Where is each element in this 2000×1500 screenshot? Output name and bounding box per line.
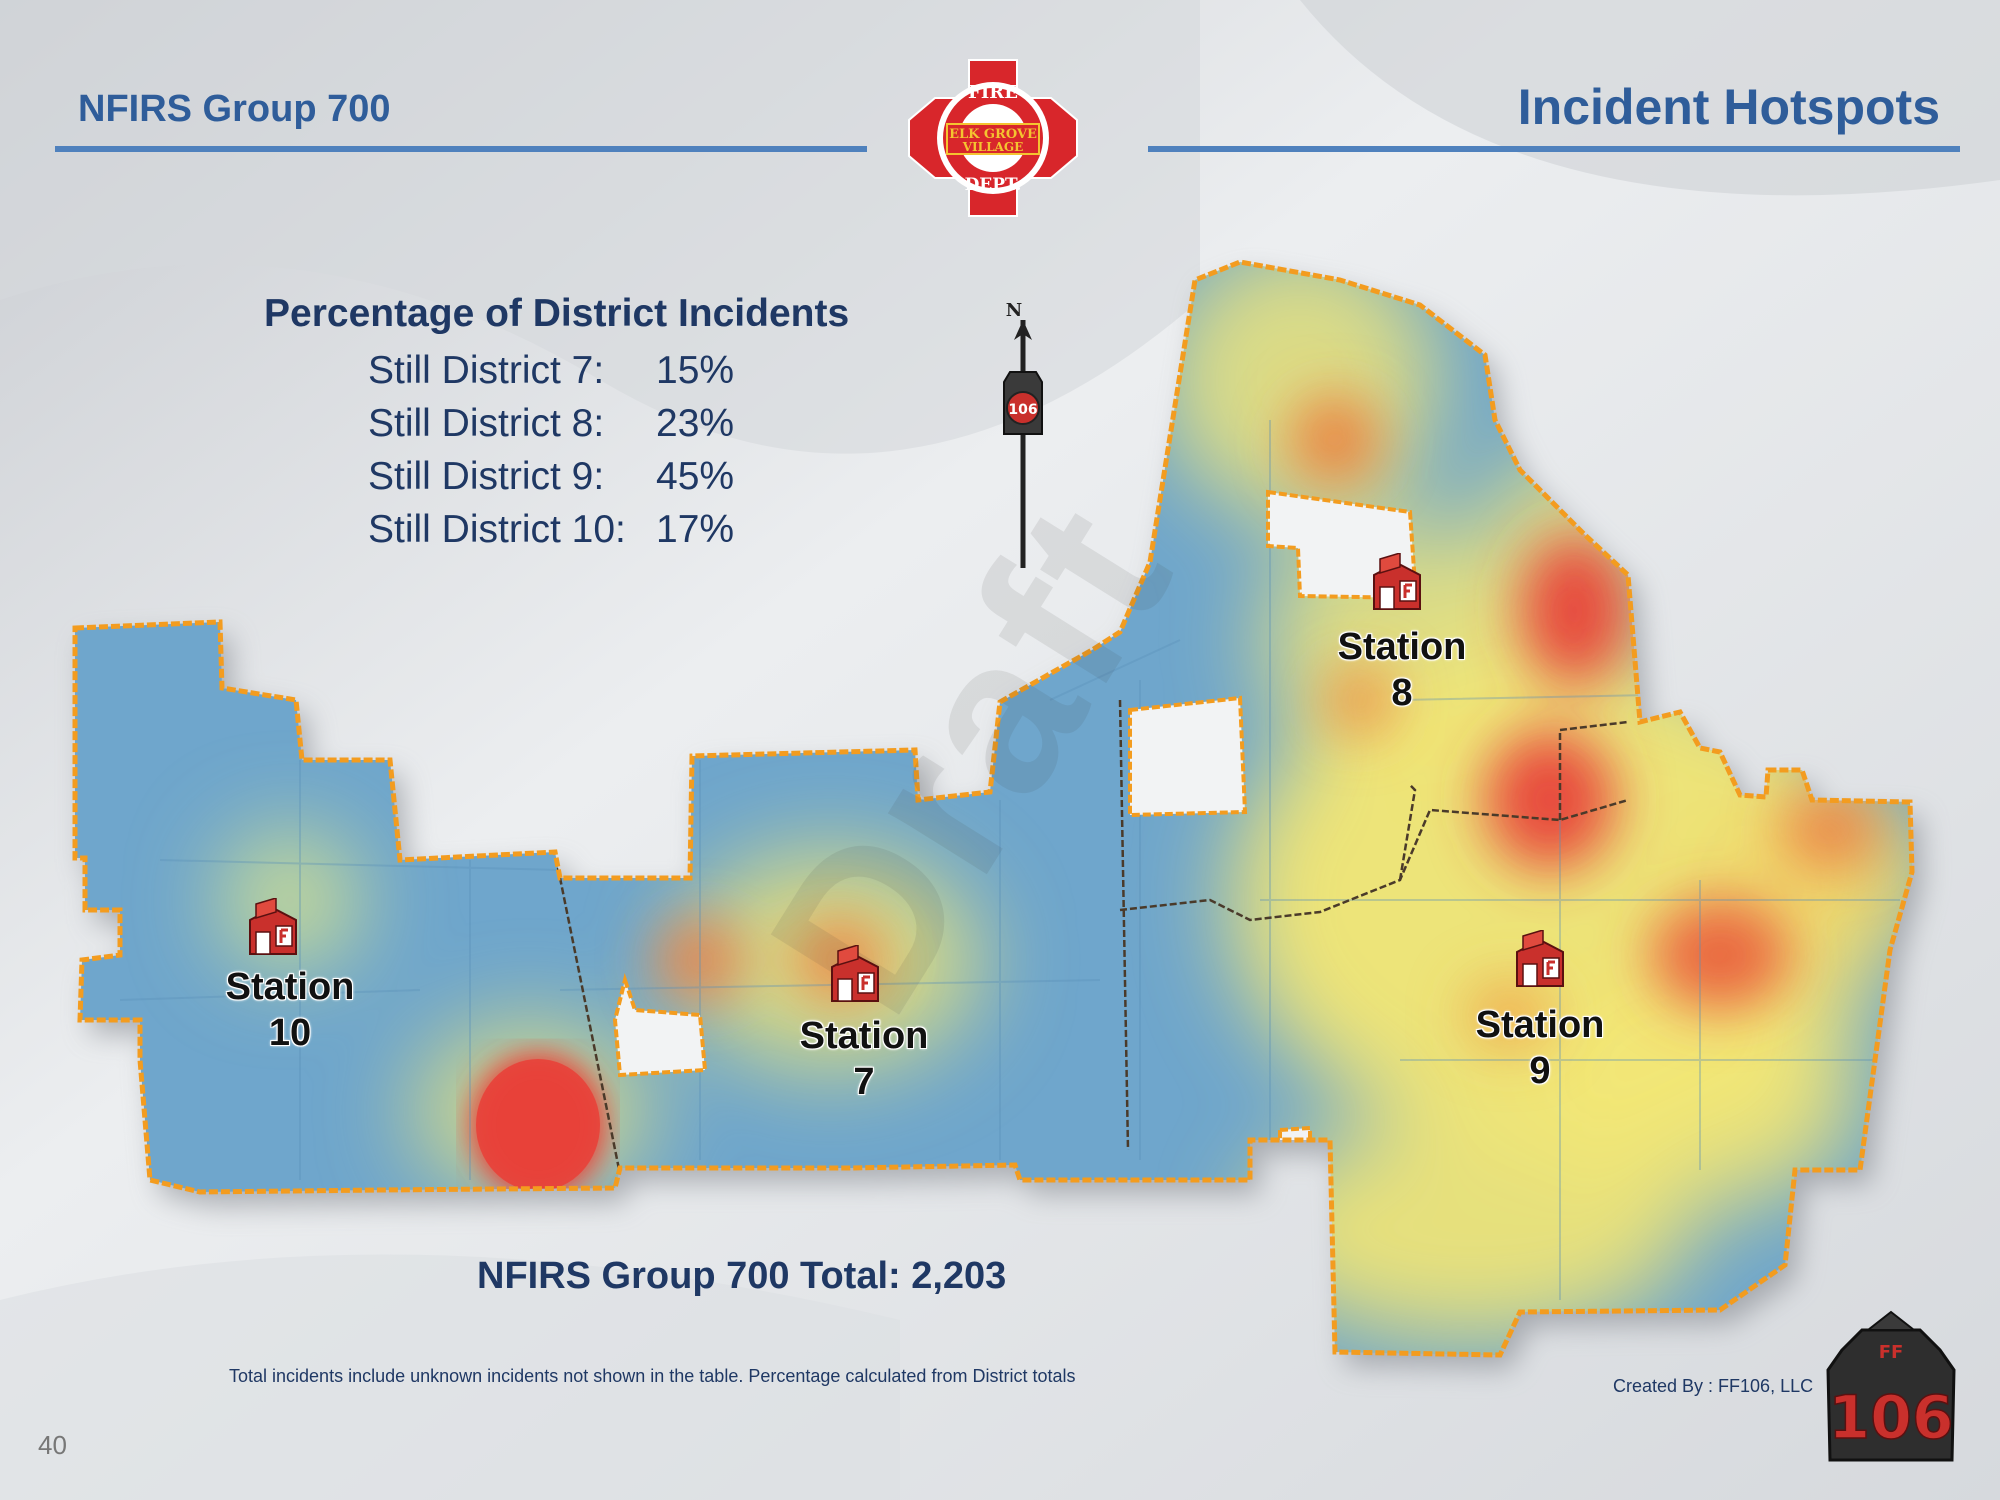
- stat-row-district-7: Still District 7: 15%: [368, 344, 849, 397]
- header-rule-left: [55, 146, 867, 152]
- page-number: 40: [38, 1430, 67, 1460]
- seal-text-middle-2: VILLAGE: [962, 140, 1024, 154]
- ff106-logo: FF 106: [1826, 1310, 1956, 1462]
- incident-total: NFIRS Group 700 Total: 2,203: [477, 1255, 1007, 1297]
- station-8-label: Station 8: [1338, 624, 1467, 716]
- station-name: Station: [799, 1015, 929, 1057]
- compass-badge-number: 106: [1008, 402, 1037, 418]
- header-right-title: Incident Hotspots: [1517, 79, 1940, 135]
- district-percentages: Percentage of District Incidents Still D…: [264, 292, 849, 556]
- fire-station-icon: [249, 898, 297, 955]
- stat-label: Still District 8:: [368, 402, 605, 445]
- stat-value: 17%: [656, 508, 735, 551]
- stat-value: 45%: [656, 455, 735, 498]
- station-name: Station: [1475, 1004, 1605, 1046]
- station-10-label: Station 10: [226, 964, 355, 1056]
- stat-row-district-9: Still District 9: 45%: [368, 450, 849, 503]
- stat-row-district-8: Still District 8: 23%: [368, 397, 849, 450]
- logo-number: 106: [1828, 1383, 1953, 1453]
- station-number: 10: [268, 1012, 312, 1054]
- stat-label: Still District 7:: [368, 349, 605, 392]
- stats-title: Percentage of District Incidents: [264, 292, 850, 335]
- compass-north-letter: N: [1006, 300, 1022, 321]
- stat-label: Still District 9:: [368, 455, 605, 498]
- stat-label: Still District 10:: [368, 508, 626, 551]
- header-left-title: NFIRS Group 700: [78, 88, 391, 130]
- fire-station-icon: [1373, 553, 1421, 610]
- footnote: Total incidents include unknown incident…: [229, 1366, 1076, 1386]
- station-name: Station: [1337, 626, 1467, 668]
- station-9-label: Station 9: [1476, 1002, 1605, 1094]
- stat-value: 23%: [656, 402, 735, 445]
- fire-station-icon: [1516, 930, 1564, 987]
- logo-top-text: FF: [1879, 1342, 1904, 1363]
- seal-text-top: FIRE: [968, 82, 1018, 103]
- station-name: Station: [225, 966, 355, 1008]
- header-rule-right: [1148, 146, 1960, 152]
- fire-department-seal: FIRE ELK GROVE VILLAGE DEPT.: [908, 59, 1078, 217]
- seal-text-middle-1: ELK GROVE: [949, 127, 1037, 142]
- seal-text-bottom: DEPT.: [965, 175, 1022, 195]
- station-number: 7: [853, 1061, 875, 1103]
- credit-text: Created By : FF106, LLC: [1613, 1376, 1814, 1396]
- north-arrow-compass: N 106: [1003, 300, 1043, 568]
- stat-row-district-10: Still District 10: 17%: [368, 503, 849, 556]
- stat-value: 15%: [656, 349, 735, 392]
- station-number: 8: [1391, 672, 1413, 714]
- station-7-label: Station 7: [800, 1013, 929, 1105]
- fire-station-icon: [831, 945, 879, 1002]
- station-number: 9: [1529, 1050, 1551, 1092]
